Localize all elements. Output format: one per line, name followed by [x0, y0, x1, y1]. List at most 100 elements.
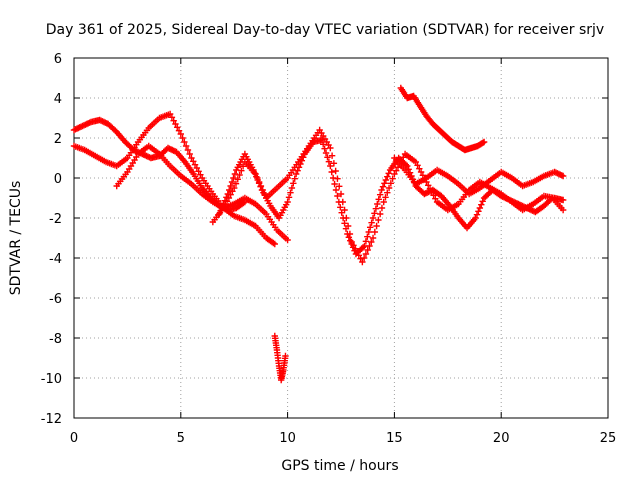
data-point [392, 167, 400, 174]
data-point [239, 163, 247, 170]
data-point [341, 220, 348, 227]
series-track-e [216, 136, 567, 258]
data-point [327, 144, 334, 152]
grid [74, 58, 608, 418]
data-point [193, 164, 201, 172]
data-point [328, 168, 335, 176]
x-axis-label: GPS time / hours [281, 458, 398, 474]
data-point [232, 180, 240, 187]
data-point [559, 172, 567, 180]
data-point [348, 240, 355, 248]
data-point [168, 114, 176, 121]
data-point [236, 171, 243, 179]
data-point [321, 145, 328, 152]
data-point [292, 170, 300, 178]
data-point [375, 216, 382, 224]
data-point [368, 219, 375, 226]
data-point [480, 138, 488, 146]
y-tick-label: -2 [49, 212, 62, 227]
data-point [320, 141, 327, 148]
data-point [378, 186, 385, 194]
data-point [188, 154, 195, 162]
data-point [408, 172, 415, 180]
data-point [472, 214, 479, 222]
chart-title: Day 361 of 2025, Sidereal Day-to-day VTE… [46, 22, 604, 38]
data-point [365, 228, 372, 236]
x-tick-label: 5 [177, 431, 185, 446]
data-point [385, 184, 393, 192]
data-point [224, 190, 231, 198]
data-point [478, 201, 485, 208]
data-point [226, 186, 233, 194]
x-axis: 0 5 10 15 20 25 [70, 58, 616, 446]
data-point [412, 158, 419, 166]
data-point [282, 352, 289, 360]
data-point [257, 183, 264, 190]
data-point [231, 170, 239, 178]
data-point [359, 258, 366, 266]
data-point [371, 210, 378, 217]
data-point [369, 214, 377, 222]
data-point [221, 197, 229, 204]
data-point [254, 176, 261, 184]
data-point [184, 146, 192, 154]
y-tick-label: 0 [54, 172, 62, 187]
x-tick-label: 15 [386, 431, 403, 446]
data-point [218, 204, 226, 211]
data-point [181, 138, 188, 146]
data-point [375, 196, 382, 203]
data-point [337, 204, 344, 211]
data-point [174, 124, 181, 131]
data-point [372, 205, 380, 212]
data-point [360, 254, 368, 262]
data-point [228, 178, 236, 186]
data-point [384, 189, 391, 196]
data-point [172, 120, 179, 128]
y-tick-label: -6 [49, 292, 62, 307]
data-point [227, 182, 234, 190]
data-point [271, 240, 278, 248]
data-point [364, 246, 371, 254]
data-point [425, 182, 432, 189]
data-point [391, 170, 398, 178]
data-point [402, 161, 409, 168]
data-point [479, 198, 486, 205]
data-point [336, 183, 343, 190]
y-tick-label: 6 [54, 52, 62, 67]
y-tick-label: -10 [41, 372, 62, 387]
data-point [166, 110, 174, 118]
data-point [223, 194, 230, 201]
data-point [362, 238, 370, 245]
data-point [473, 211, 481, 218]
data-point [332, 186, 340, 194]
data-point [382, 176, 390, 184]
data-point [295, 164, 303, 171]
data-point [342, 225, 350, 232]
data-point [337, 190, 345, 198]
data-point [368, 238, 375, 246]
data-point [318, 136, 325, 144]
data-point [231, 184, 238, 192]
data-point [414, 162, 421, 169]
data-point [344, 230, 351, 238]
y-tick-label: 2 [54, 132, 62, 147]
y-tick-label: -12 [41, 412, 62, 427]
data-point [366, 224, 374, 231]
data-point [416, 165, 423, 172]
data-point [417, 168, 425, 176]
data-point [186, 150, 193, 158]
data-point [112, 127, 119, 134]
data-point [288, 184, 296, 192]
data-point [378, 204, 386, 212]
data-point [385, 170, 392, 177]
data-point [197, 171, 204, 178]
y-tick-label: 4 [54, 92, 62, 107]
data-point [376, 191, 384, 198]
data-point [324, 154, 331, 161]
data-point [359, 244, 367, 251]
data-point [339, 214, 347, 222]
data-point [384, 173, 391, 180]
data-point [250, 166, 257, 174]
data-point [335, 198, 343, 206]
